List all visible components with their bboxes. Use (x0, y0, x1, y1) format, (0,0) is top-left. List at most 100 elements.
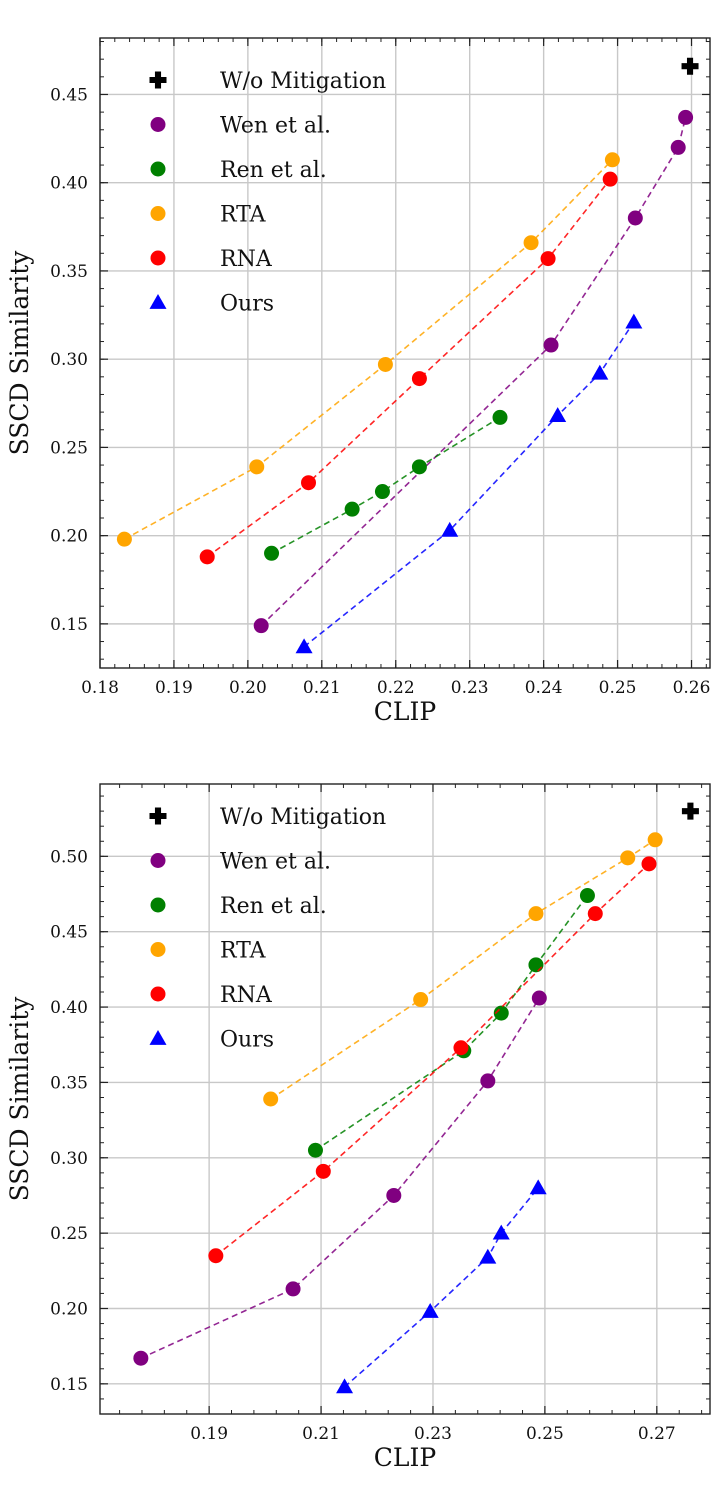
legend-marker (150, 853, 166, 868)
data-point (479, 1248, 497, 1264)
data-point (591, 364, 609, 380)
legend: W/o Mitigation Wen et al. Ren et al. RTA RNA… (149, 805, 386, 1053)
data-point (681, 802, 699, 820)
data-point (413, 992, 429, 1008)
series-ours (336, 1179, 547, 1394)
y-tick-label: 0.20 (50, 1299, 88, 1319)
data-point (587, 906, 603, 922)
minor-ticks (99, 38, 710, 668)
x-tick-label: 0.21 (302, 1424, 340, 1444)
data-point (285, 1281, 301, 1297)
legend-marker (149, 294, 167, 309)
data-point (492, 409, 508, 425)
x-tick-label: 0.18 (81, 678, 119, 698)
x-tick-label: 0.19 (190, 1424, 228, 1444)
series-rna (199, 171, 618, 565)
y-tick-label: 0.25 (50, 438, 88, 458)
data-point (678, 109, 694, 125)
legend-label: Wen et al. (220, 850, 331, 875)
series-line (270, 839, 656, 1100)
legend-label: Ren et al. (220, 158, 327, 183)
data-point (579, 888, 595, 904)
x-tick-label: 0.27 (638, 1424, 676, 1444)
tick-labels: 0.19 0.21 0.23 0.25 0.27 0.15 0.20 0.25 0.30 0.35… (50, 847, 676, 1444)
legend-marker (150, 161, 166, 177)
x-tick-label: 0.21 (303, 678, 341, 698)
y-tick-label: 0.30 (50, 1149, 88, 1169)
gridlines (100, 784, 710, 1414)
y-tick-label: 0.50 (50, 847, 88, 867)
data-point (263, 1091, 279, 1107)
y-tick-label: 0.45 (50, 85, 88, 105)
series-ren-et-al (307, 888, 595, 1158)
data-point (307, 1142, 323, 1158)
legend-marker (149, 1030, 167, 1045)
data-point (411, 459, 427, 475)
series-rna (208, 856, 657, 1264)
y-tick-label: 0.20 (50, 527, 88, 547)
y-tick-label: 0.35 (50, 1073, 88, 1093)
chart-panel-2: 0.19 0.21 0.23 0.25 0.27 0.15 0.20 0.25 0.30 0.35… (5, 783, 711, 1472)
series-ours (295, 313, 643, 654)
legend-label: RTA (220, 939, 267, 964)
x-axis-label: CLIP (374, 697, 436, 726)
x-tick-label: 0.26 (673, 678, 711, 698)
data-point (627, 210, 643, 226)
data-point (670, 139, 686, 155)
data-point (199, 549, 215, 565)
legend-marker (149, 71, 167, 89)
y-axis-label: SSCD Similarity (5, 250, 34, 456)
y-tick-label: 0.35 (50, 262, 88, 282)
legend-label: W/o Mitigation (220, 805, 386, 830)
data-point (604, 152, 620, 168)
data-point (480, 1073, 496, 1089)
data-point (528, 957, 544, 973)
data-point (531, 990, 547, 1006)
data-point (641, 856, 657, 872)
data-point (411, 371, 427, 387)
series-line (303, 321, 635, 648)
gridlines (99, 38, 710, 668)
y-tick-label: 0.40 (50, 174, 88, 194)
legend-label: RNA (220, 247, 273, 272)
legend-label: RNA (220, 983, 273, 1008)
data-point (493, 1005, 509, 1021)
legend-marker (150, 117, 166, 132)
data-point (208, 1248, 224, 1264)
data-point (264, 545, 280, 561)
series-line (124, 159, 613, 540)
legend: W/o Mitigation Wen et al. Ren et al. RTA RNA… (149, 69, 386, 317)
major-ticks (100, 784, 710, 1414)
data-point (602, 171, 618, 187)
series-line (315, 895, 589, 1151)
legend-marker (150, 986, 166, 1002)
data-point (377, 356, 393, 372)
series-w-o-mitigation (681, 57, 699, 75)
y-tick-label: 0.45 (50, 923, 88, 943)
series-line (206, 178, 611, 558)
data-point (543, 337, 559, 353)
y-tick-label: 0.30 (50, 350, 88, 370)
x-tick-label: 0.19 (155, 678, 193, 698)
y-tick-label: 0.25 (50, 1224, 88, 1244)
data-point (344, 501, 360, 517)
chart-panel-1: 0.18 0.19 0.20 0.21 0.22 0.23 0.24 0.25 0.26 0.15… (5, 37, 711, 726)
data-point (315, 1163, 331, 1179)
y-axis-label: SSCD Similarity (5, 996, 34, 1202)
series-line (271, 416, 501, 555)
data-point (336, 1378, 354, 1394)
data-point (386, 1187, 402, 1203)
data-point (523, 235, 539, 251)
major-ticks (99, 38, 710, 668)
x-tick-label: 0.25 (526, 1424, 564, 1444)
x-tick-label: 0.24 (525, 678, 563, 698)
y-tick-label: 0.15 (50, 1375, 88, 1395)
legend-marker (150, 250, 166, 266)
data-point (620, 850, 636, 866)
data-point (492, 1224, 510, 1240)
data-point (540, 251, 556, 267)
data-point (453, 1040, 469, 1056)
series-wen-et-al (253, 109, 694, 634)
